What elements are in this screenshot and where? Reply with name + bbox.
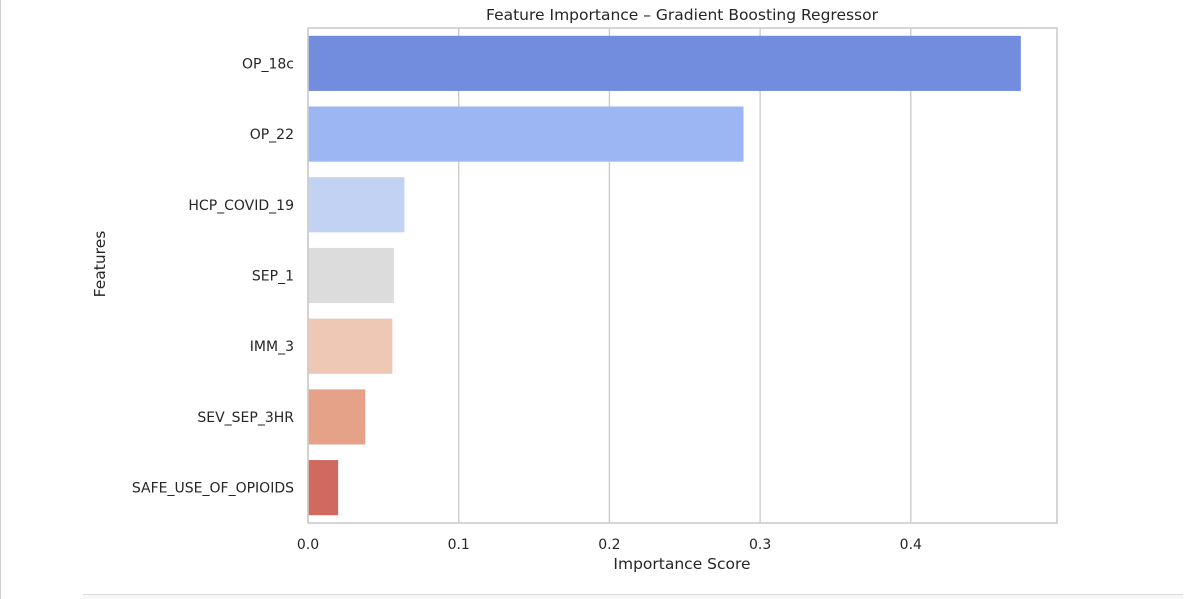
bar-op-22 — [308, 106, 744, 162]
bar-sev-sep-3hr — [308, 389, 366, 445]
y-tick-label: HCP_COVID_19 — [188, 198, 294, 214]
bar-imm-3 — [308, 318, 393, 374]
output-cell-strip — [83, 594, 1183, 599]
y-tick-label: SEV_SEP_3HR — [197, 410, 294, 426]
y-tick-label: IMM_3 — [250, 339, 294, 355]
x-tick-label: 0.1 — [448, 537, 470, 553]
x-axis-title: Importance Score — [613, 555, 750, 573]
y-tick-label: OP_22 — [250, 127, 294, 143]
chart-title: Feature Importance – Gradient Boosting R… — [486, 6, 879, 24]
y-tick-label: SEP_1 — [252, 269, 294, 285]
x-axis-ticks: 0.0 0.1 0.2 0.3 0.4 — [297, 537, 922, 553]
y-tick-label: OP_18c — [242, 56, 294, 72]
bar-sep-1 — [308, 247, 394, 304]
grid-lines — [307, 28, 912, 523]
x-tick-label: 0.4 — [900, 537, 922, 553]
bar-safe-use-of-opioids — [308, 460, 339, 516]
x-tick-label: 0.2 — [598, 537, 620, 553]
bar-hcp-covid-19 — [308, 177, 405, 233]
plot-frame — [307, 27, 1058, 524]
x-tick-label: 0.0 — [297, 537, 319, 553]
x-tick-label: 0.3 — [749, 537, 771, 553]
y-axis-title: Features — [91, 231, 109, 298]
y-tick-label: SAFE_USE_OF_OPIOIDS — [132, 481, 294, 497]
y-axis-ticks: OP_18c OP_22 HCP_COVID_19 SEP_1 IMM_3 SEV_SEP… — [132, 56, 294, 496]
bar-op-18c — [308, 35, 1021, 91]
left-border — [0, 0, 1, 599]
bars — [308, 35, 1021, 516]
